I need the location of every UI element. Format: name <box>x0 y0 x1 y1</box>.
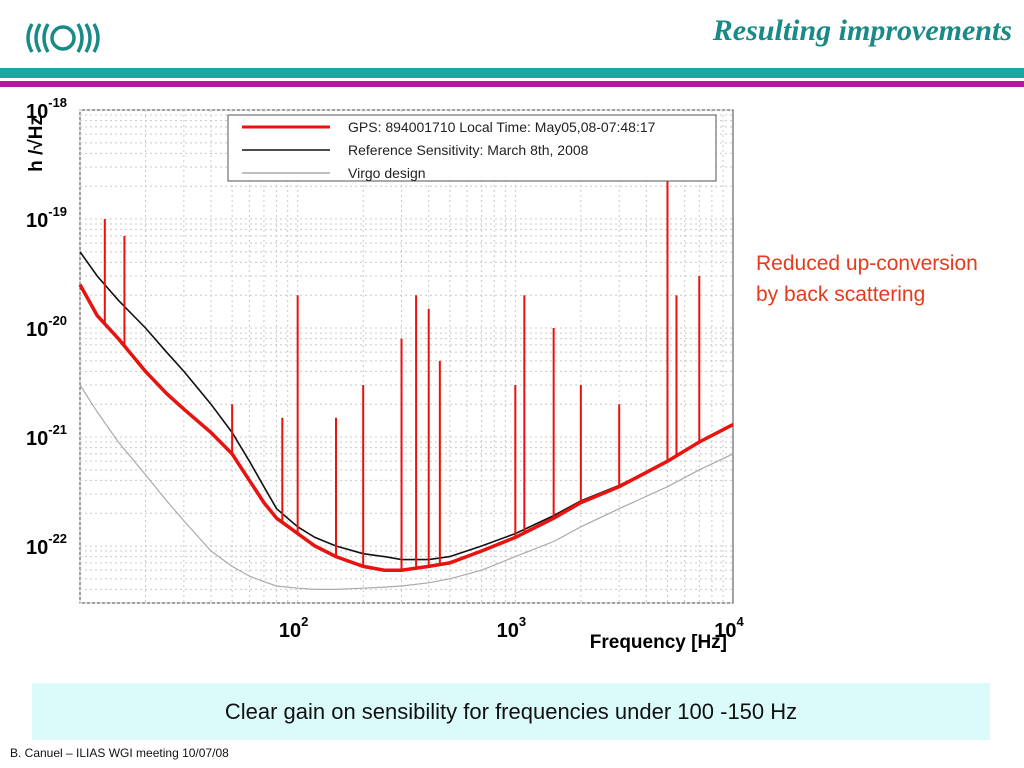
plot-frame <box>79 109 734 604</box>
summary-text: Clear gain on sensibility for frequencie… <box>224 699 798 724</box>
legend-label: Reference Sensitivity: March 8th, 2008 <box>348 142 589 158</box>
x-tick-exponent: 4 <box>737 614 745 629</box>
legend-label: Virgo design <box>348 165 426 181</box>
sensitivity-chart: 102 103 10410-1810-1910-2010-2110-22Freque… <box>26 95 745 653</box>
x-axis-label: Frequency [Hz] <box>590 632 727 653</box>
x-tick-label: 102 <box>279 614 308 642</box>
legend-label: GPS: 894001710 Local Time: May05,08-07:4… <box>348 119 656 135</box>
y-tick-label: 10-21 <box>26 422 67 450</box>
y-tick-exponent: -20 <box>48 313 67 328</box>
y-axis-label: h /√Hz <box>26 116 47 172</box>
header-band-magenta <box>0 81 1024 87</box>
slide-title: Resulting improvements <box>712 14 1012 47</box>
y-tick-exponent: -19 <box>48 204 67 219</box>
legend: GPS: 894001710 Local Time: May05,08-07:4… <box>227 114 717 182</box>
y-tick-exponent: -18 <box>48 95 67 110</box>
x-tick-exponent: 2 <box>301 614 308 629</box>
series-line <box>78 283 734 572</box>
header-band-teal <box>0 68 1024 78</box>
y-tick-label: 10-19 <box>26 204 67 232</box>
y-tick-exponent: -22 <box>48 531 67 546</box>
y-tick-label: 10-20 <box>26 313 67 341</box>
x-tick-label: 103 <box>497 614 526 642</box>
summary-box: Clear gain on sensibility for frequencie… <box>32 683 990 740</box>
annotation-text: Reduced up-conversion by back scattering <box>756 252 978 306</box>
y-tick-exponent: -21 <box>48 422 67 437</box>
footer-text: B. Canuel – ILIAS WGI meeting 10/07/08 <box>10 746 229 760</box>
x-tick-exponent: 3 <box>519 614 526 629</box>
series-line <box>79 384 734 590</box>
virgo-logo-icon <box>26 23 100 53</box>
y-tick-label: 10-22 <box>26 531 67 559</box>
